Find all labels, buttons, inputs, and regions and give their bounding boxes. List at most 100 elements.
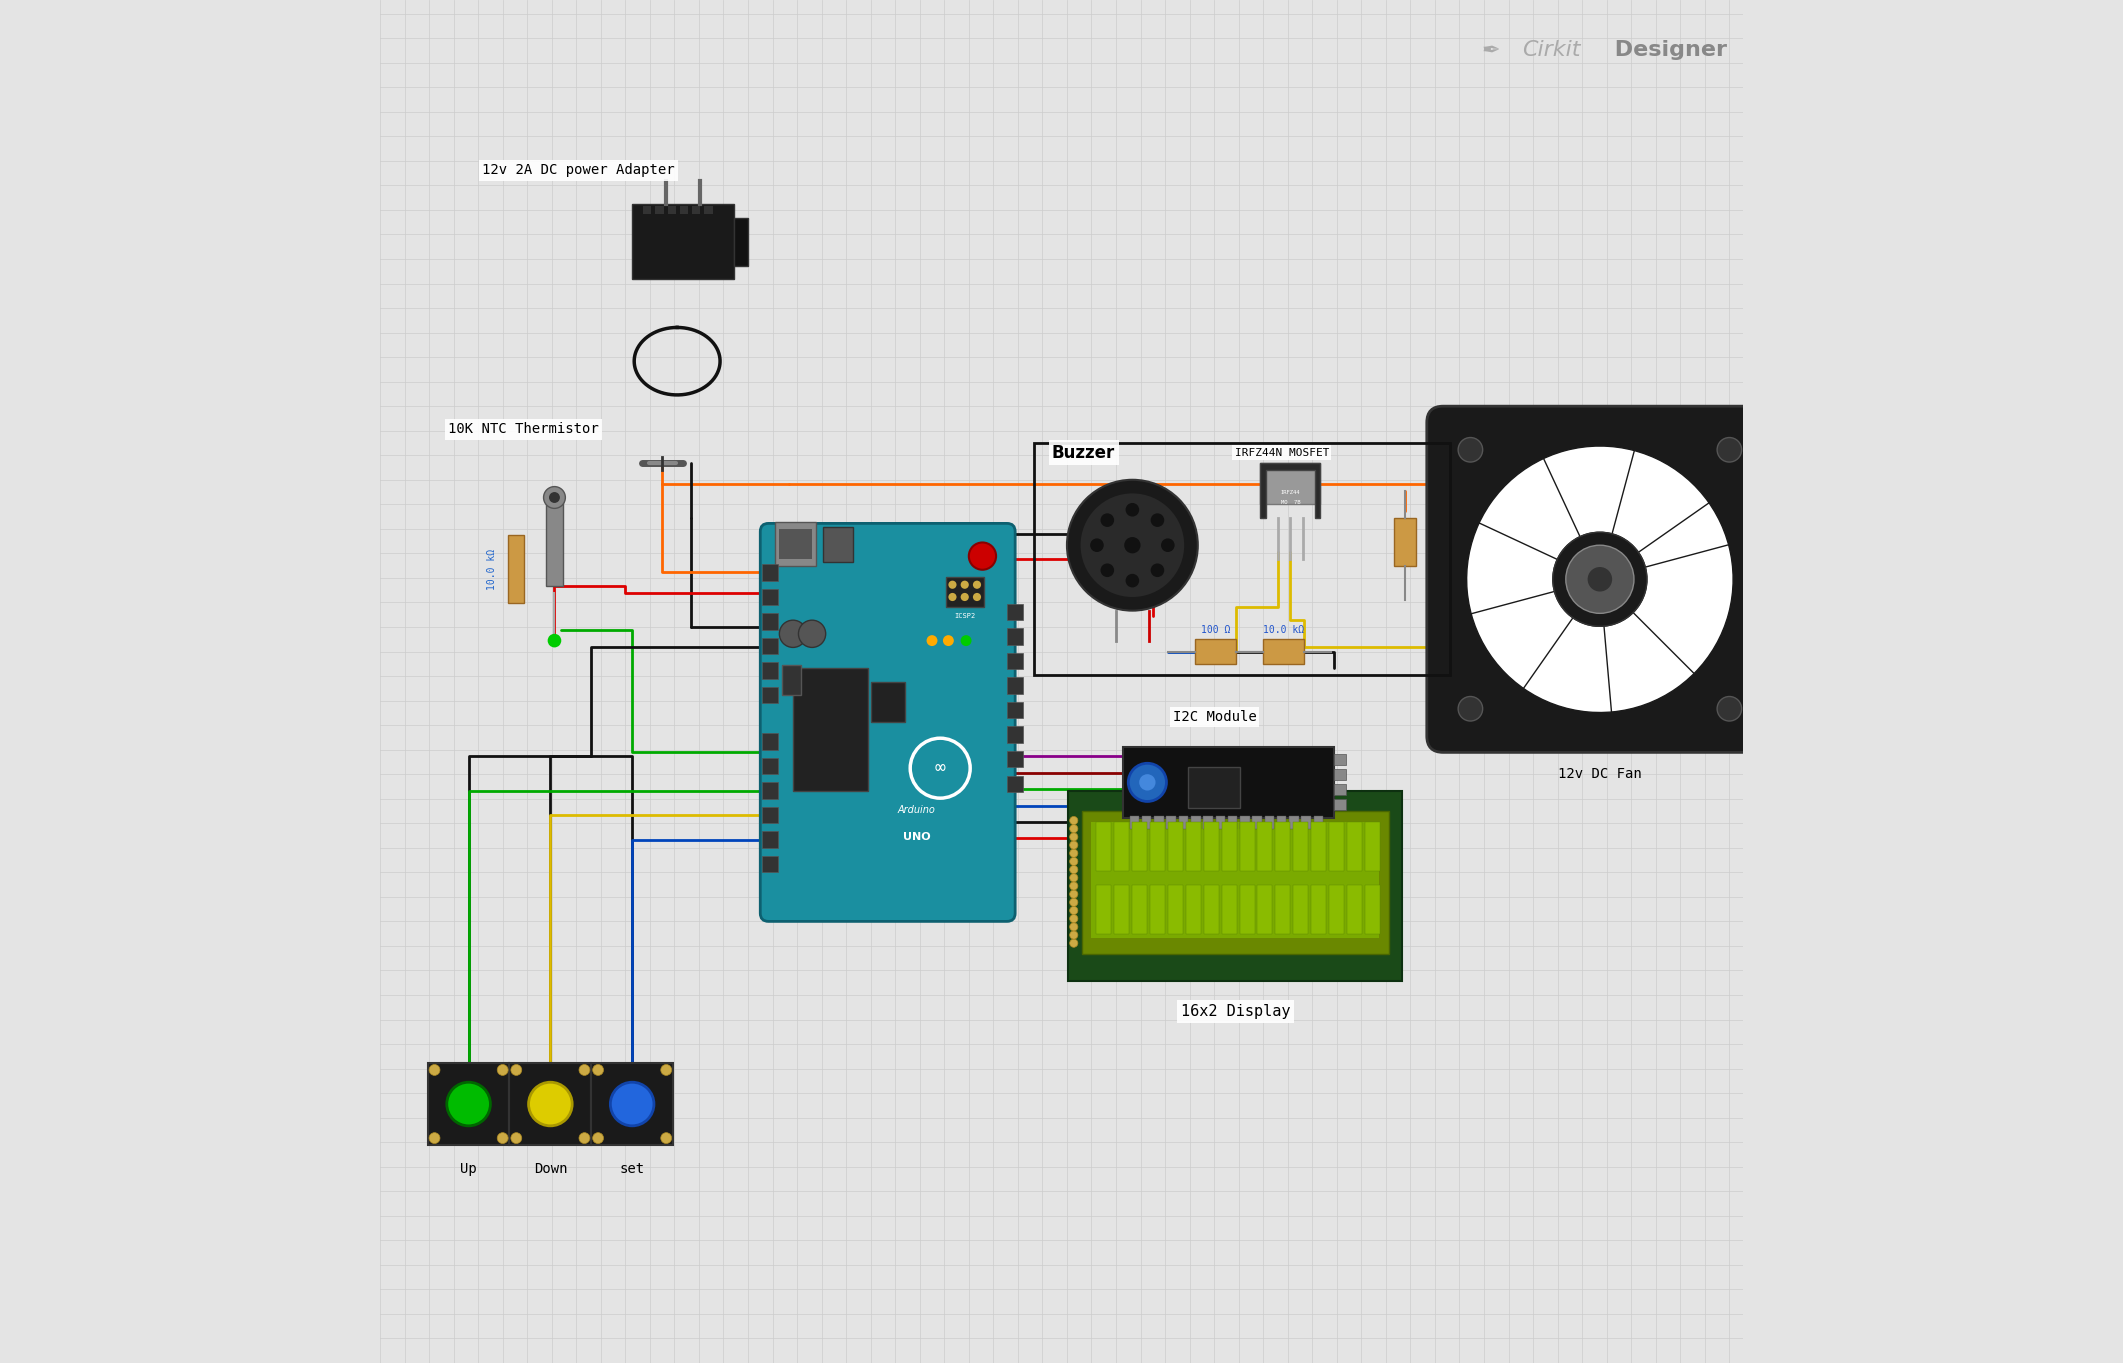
Circle shape <box>1070 931 1078 939</box>
Bar <box>781 665 800 695</box>
Circle shape <box>1070 898 1078 906</box>
Circle shape <box>660 1065 671 1075</box>
Bar <box>762 782 777 799</box>
Bar <box>1095 885 1110 934</box>
Text: 12v 2A DC power Adapter: 12v 2A DC power Adapter <box>482 164 675 177</box>
Circle shape <box>972 581 981 589</box>
Circle shape <box>779 620 807 647</box>
Bar <box>1289 816 1299 829</box>
Bar <box>592 1063 673 1145</box>
Bar <box>1185 822 1199 871</box>
Text: Down: Down <box>533 1163 567 1176</box>
Bar <box>1115 885 1129 934</box>
Bar <box>1312 822 1327 871</box>
Circle shape <box>429 1133 439 1144</box>
Circle shape <box>1140 774 1155 791</box>
Bar <box>1204 816 1212 829</box>
Circle shape <box>943 635 953 646</box>
Bar <box>1395 518 1416 566</box>
Circle shape <box>580 1065 590 1075</box>
Circle shape <box>1070 915 1078 923</box>
Text: Buzzer: Buzzer <box>1053 443 1115 462</box>
Circle shape <box>960 581 968 589</box>
Circle shape <box>497 1065 507 1075</box>
Bar <box>1253 816 1261 829</box>
FancyBboxPatch shape <box>1427 406 1773 752</box>
Circle shape <box>660 1133 671 1144</box>
Bar <box>1191 816 1199 829</box>
Bar <box>762 589 777 605</box>
Bar <box>1006 776 1023 792</box>
Text: ICSP2: ICSP2 <box>953 613 974 619</box>
Circle shape <box>1127 763 1166 801</box>
Bar <box>1168 885 1183 934</box>
Circle shape <box>1070 923 1078 931</box>
Text: Designer: Designer <box>1607 41 1726 60</box>
Wedge shape <box>1626 470 1732 592</box>
Bar <box>1365 885 1380 934</box>
Bar <box>507 536 524 604</box>
Circle shape <box>512 1065 522 1075</box>
Bar <box>1261 463 1321 504</box>
Bar <box>762 733 777 750</box>
Bar <box>1301 816 1310 829</box>
Bar <box>656 206 664 214</box>
Bar <box>1333 769 1346 780</box>
Text: Arduino: Arduino <box>898 806 936 815</box>
Bar <box>1240 816 1250 829</box>
Bar <box>1312 885 1327 934</box>
Wedge shape <box>1467 523 1560 656</box>
Bar <box>1095 822 1110 871</box>
Circle shape <box>1070 882 1078 890</box>
Circle shape <box>960 635 972 646</box>
Bar <box>667 206 675 214</box>
Circle shape <box>1125 503 1140 517</box>
Circle shape <box>1070 816 1078 825</box>
Bar <box>762 613 777 630</box>
Wedge shape <box>1505 446 1635 547</box>
Bar <box>1216 816 1225 829</box>
Bar <box>1189 767 1240 808</box>
Bar <box>1006 751 1023 767</box>
Wedge shape <box>1524 617 1656 713</box>
Circle shape <box>1070 939 1078 947</box>
Bar <box>1276 822 1291 871</box>
Circle shape <box>446 1082 490 1126</box>
Bar <box>762 807 777 823</box>
Bar <box>1006 628 1023 645</box>
Circle shape <box>543 487 565 508</box>
Circle shape <box>609 1082 654 1126</box>
Bar <box>1265 816 1274 829</box>
Circle shape <box>1070 857 1078 866</box>
Bar <box>1293 822 1308 871</box>
Bar <box>1227 816 1238 829</box>
Circle shape <box>1068 480 1197 611</box>
Wedge shape <box>1471 592 1588 707</box>
Circle shape <box>1070 841 1078 849</box>
Circle shape <box>798 620 826 647</box>
FancyBboxPatch shape <box>760 523 1015 921</box>
Bar <box>1129 816 1140 829</box>
Bar <box>762 638 777 654</box>
Text: MO  7B: MO 7B <box>1280 500 1299 506</box>
Text: UNO: UNO <box>902 831 930 842</box>
Text: IRFZ44: IRFZ44 <box>1280 489 1299 495</box>
Wedge shape <box>1633 545 1732 673</box>
Circle shape <box>968 542 996 570</box>
Bar <box>705 206 713 214</box>
Bar <box>1006 677 1023 694</box>
Bar <box>633 204 735 279</box>
Text: ✒: ✒ <box>1482 41 1501 60</box>
Circle shape <box>550 492 560 503</box>
Circle shape <box>960 593 968 601</box>
Circle shape <box>1070 906 1078 915</box>
Bar <box>1083 811 1388 954</box>
Bar <box>1365 822 1380 871</box>
Text: ∞: ∞ <box>934 759 945 777</box>
Bar <box>1221 885 1236 934</box>
Circle shape <box>592 1065 603 1075</box>
Bar <box>1034 443 1450 675</box>
Circle shape <box>1151 514 1163 527</box>
Bar <box>1006 653 1023 669</box>
Bar <box>1333 799 1346 810</box>
